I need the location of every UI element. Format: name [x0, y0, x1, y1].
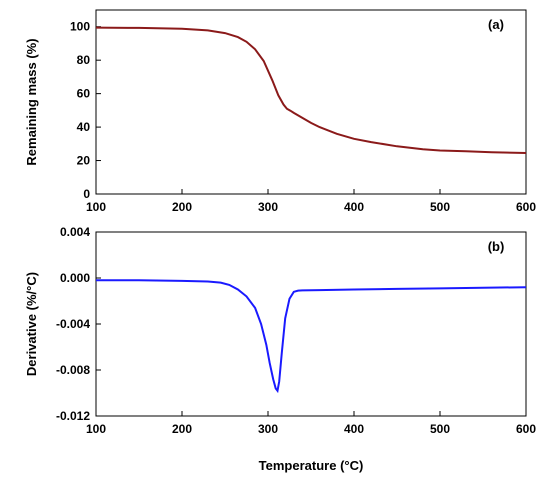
panel-a-x-tick-label: 400	[344, 200, 364, 214]
panel-a-label: (a)	[488, 17, 504, 32]
panel-b-label: (b)	[488, 239, 505, 254]
panel-b-x-tick-label: 100	[86, 422, 106, 436]
panel-a-y-tick-label: 80	[77, 53, 91, 67]
panel-b-series-line	[96, 279, 527, 394]
panel-b-xlabel: Temperature (°C)	[259, 458, 364, 473]
panel-a-y-tick-label: 20	[77, 154, 91, 168]
panel-b-ylabel: Derivative (%/°C)	[24, 272, 39, 376]
panel-a-x-tick-label: 100	[86, 200, 106, 214]
panel-b-x-tick-label: 300	[258, 422, 278, 436]
panel-b-y-tick-label: 0.004	[60, 225, 90, 239]
panel-a-y-tick-label: 40	[77, 120, 91, 134]
panel-b-x-tick-label: 600	[516, 422, 536, 436]
panel-a-series-line	[95, 26, 527, 154]
panel-a-x-tick-label: 300	[258, 200, 278, 214]
panel-b-frame	[95, 231, 527, 417]
panel-b-y-tick-label: 0.000	[60, 271, 90, 285]
panel-a-ylabel: Remaining mass (%)	[24, 38, 39, 165]
panel-b: 100 200 300 400 500 600 -0.012 -0.008 -0.004 0.00…	[24, 225, 536, 473]
panel-b-y-tick-label: -0.004	[56, 317, 90, 331]
panel-a: 100 200 300 400 500 600 0 20 40 60 80 100 (a) Remai…	[24, 9, 536, 214]
panel-a-x-tick-label: 200	[172, 200, 192, 214]
panel-b-y-tick-label: -0.008	[56, 363, 90, 377]
panel-a-y-tick-label: 0	[83, 187, 90, 201]
panel-b-x-tick-label: 500	[430, 422, 450, 436]
panel-b-x-tick-label: 200	[172, 422, 192, 436]
panel-a-x-tick-label: 600	[516, 200, 536, 214]
panel-a-frame	[95, 9, 527, 195]
panel-a-y-tick-label: 60	[77, 87, 91, 101]
panel-a-y-tick-label: 100	[70, 20, 90, 34]
panel-b-y-tick-label: -0.012	[56, 409, 90, 423]
panel-b-x-tick-label: 400	[344, 422, 364, 436]
panel-a-x-tick-label: 500	[430, 200, 450, 214]
